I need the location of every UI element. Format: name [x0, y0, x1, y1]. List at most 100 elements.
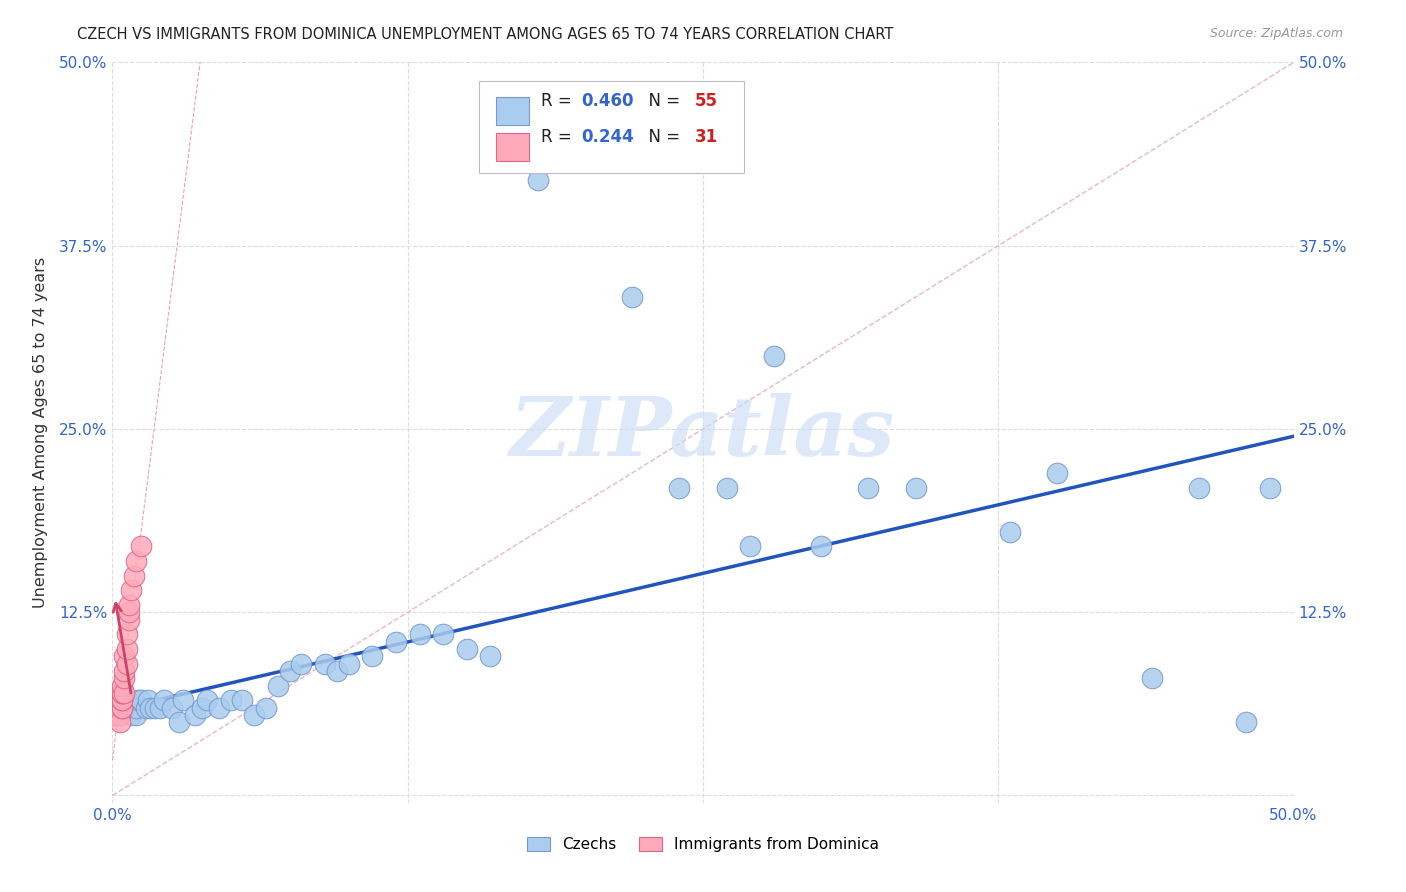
Point	[112, 664, 135, 678]
Point	[125, 707, 148, 722]
Point	[254, 700, 277, 714]
Point	[120, 583, 142, 598]
Point	[1258, 481, 1281, 495]
Point	[385, 634, 408, 648]
Legend: Czechs, Immigrants from Dominica: Czechs, Immigrants from Dominica	[520, 830, 886, 858]
Point	[115, 627, 138, 641]
Point	[105, 707, 128, 722]
Point	[219, 693, 242, 707]
Point	[135, 700, 157, 714]
Point	[125, 554, 148, 568]
Point	[115, 641, 138, 656]
Text: 0.244: 0.244	[581, 128, 634, 146]
Point	[456, 641, 478, 656]
Point	[108, 703, 131, 717]
Point	[267, 679, 290, 693]
Point	[167, 715, 190, 730]
Point	[112, 686, 135, 700]
Point	[105, 693, 128, 707]
Point	[191, 700, 214, 714]
Text: 55: 55	[695, 92, 717, 110]
Point	[153, 693, 176, 707]
Point	[143, 700, 166, 714]
Point	[108, 700, 131, 714]
Point	[108, 715, 131, 730]
Point	[408, 627, 430, 641]
Text: 0.460: 0.460	[581, 92, 634, 110]
Point	[111, 693, 134, 707]
Point	[314, 657, 336, 671]
Point	[125, 700, 148, 714]
Point	[112, 649, 135, 664]
Point	[111, 700, 134, 714]
Point	[111, 693, 134, 707]
Point	[115, 657, 138, 671]
Point	[104, 700, 127, 714]
Point	[136, 693, 159, 707]
Bar	[496, 133, 530, 161]
Point	[115, 693, 138, 707]
Point	[129, 693, 152, 707]
Point	[810, 539, 832, 553]
Text: Source: ZipAtlas.com: Source: ZipAtlas.com	[1209, 27, 1343, 40]
Point	[432, 627, 454, 641]
Point	[1234, 715, 1257, 730]
Point	[740, 539, 762, 553]
Point	[108, 686, 131, 700]
Point	[149, 700, 172, 714]
Text: R =: R =	[541, 92, 578, 110]
Point	[122, 568, 145, 582]
Point	[337, 657, 360, 671]
Point	[118, 700, 141, 714]
Point	[160, 700, 183, 714]
Point	[118, 605, 141, 619]
Point	[243, 707, 266, 722]
Point	[111, 686, 134, 700]
Point	[479, 649, 502, 664]
Point	[290, 657, 312, 671]
Point	[668, 481, 690, 495]
Point	[1140, 671, 1163, 685]
Point	[139, 700, 162, 714]
Point	[111, 700, 134, 714]
Point	[127, 693, 149, 707]
Point	[105, 700, 128, 714]
Point	[108, 707, 131, 722]
Point	[112, 693, 135, 707]
Point	[122, 700, 145, 714]
Point	[120, 707, 142, 722]
Point	[111, 679, 134, 693]
Point	[112, 671, 135, 685]
Point	[172, 693, 194, 707]
Point	[195, 693, 218, 707]
Point	[1046, 466, 1069, 480]
Point	[108, 705, 131, 719]
Text: R =: R =	[541, 128, 578, 146]
Point	[762, 349, 785, 363]
Point	[129, 539, 152, 553]
FancyBboxPatch shape	[478, 81, 744, 173]
Text: ZIPatlas: ZIPatlas	[510, 392, 896, 473]
Point	[998, 524, 1021, 539]
Point	[112, 700, 135, 714]
Point	[184, 707, 207, 722]
Point	[326, 664, 349, 678]
Point	[208, 700, 231, 714]
Point	[278, 664, 301, 678]
Bar	[496, 97, 530, 126]
Point	[1188, 481, 1211, 495]
Point	[118, 613, 141, 627]
Point	[526, 172, 548, 186]
Point	[621, 290, 644, 304]
Text: N =: N =	[638, 92, 685, 110]
Text: N =: N =	[638, 128, 685, 146]
Y-axis label: Unemployment Among Ages 65 to 74 years: Unemployment Among Ages 65 to 74 years	[32, 257, 48, 608]
Point	[104, 707, 127, 722]
Point	[231, 693, 253, 707]
Point	[716, 481, 738, 495]
Text: CZECH VS IMMIGRANTS FROM DOMINICA UNEMPLOYMENT AMONG AGES 65 TO 74 YEARS CORRELA: CZECH VS IMMIGRANTS FROM DOMINICA UNEMPL…	[77, 27, 894, 42]
Point	[858, 481, 880, 495]
Point	[111, 686, 134, 700]
Point	[361, 649, 384, 664]
Point	[118, 598, 141, 612]
